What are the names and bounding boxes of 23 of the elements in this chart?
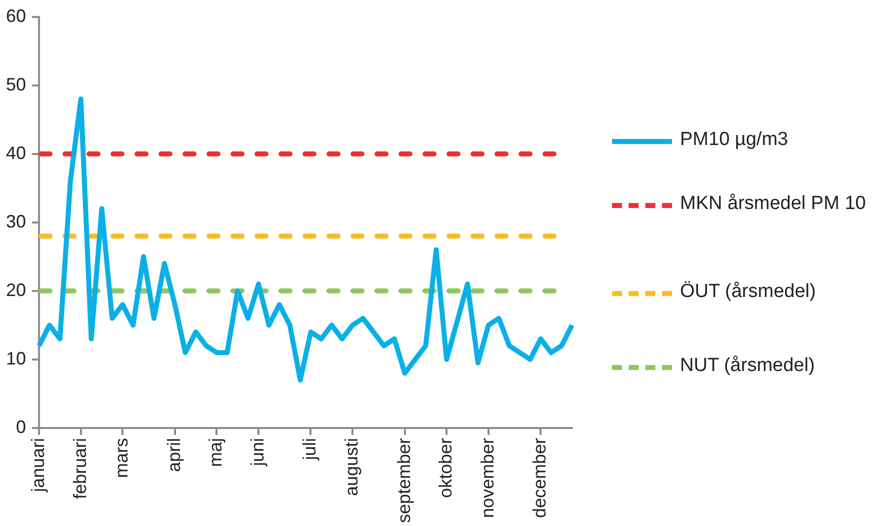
x-tick-label: april [164,438,184,472]
x-tick-label: februari [70,438,90,499]
y-tick-label: 50 [6,74,26,94]
y-tick-label: 30 [6,211,26,232]
x-tick-label: januari [28,438,48,494]
x-tick-label: december [530,438,550,518]
x-tick-label: november [477,438,498,518]
y-tick-label: 40 [6,142,26,163]
x-tick-label: september [394,438,414,524]
legend-label: ÖUT (årsmedel) [680,280,817,304]
legend-label: PM10 µg/m3 [680,128,790,152]
y-tick-label: 20 [6,280,26,300]
x-tick-label: juli [300,438,320,461]
x-tick-label: oktober [436,438,456,498]
y-tick-label: 10 [6,348,26,368]
x-tick-label: augusti [342,438,362,496]
x-tick-label: maj [206,438,226,467]
y-tick-label: 0 [16,416,26,437]
legend-label: MKN årsmedel PM 10 [680,192,867,216]
x-tick-label: juni [247,438,268,467]
y-tick-label: 60 [6,6,26,26]
x-tick-label: mars [112,438,132,478]
legend-label: NUT (årsmedel) [680,354,816,378]
